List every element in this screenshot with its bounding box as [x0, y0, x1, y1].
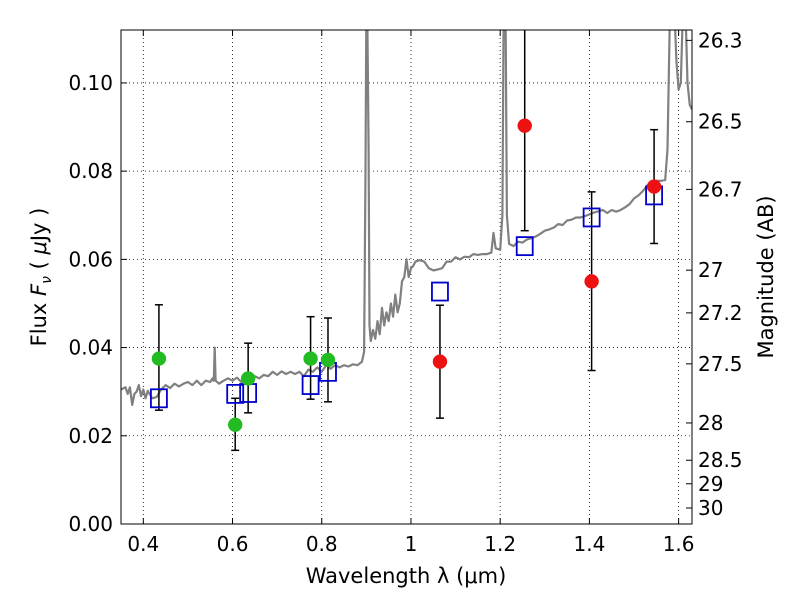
y-tick-label: 0.10 [68, 71, 113, 95]
model-photometry-square [226, 383, 245, 404]
x-tick-label: 0.8 [306, 532, 338, 556]
green-data-point [240, 371, 256, 386]
right-tick-label: 30 [698, 496, 723, 520]
y-axis-label: Flux Fν ( μJy ) [27, 208, 55, 347]
y-tick-label: 0.06 [68, 247, 113, 271]
y-axis-label-unit-symbol: μ [27, 241, 51, 255]
x-tick-label: 0.6 [217, 532, 249, 556]
right-tick-label: 28 [698, 411, 723, 435]
right-tick-label: 29 [698, 472, 723, 496]
right-tick-label: 26.7 [698, 177, 743, 201]
x-tick-label: 1.6 [663, 532, 695, 556]
right-tick-label: 26.5 [698, 110, 743, 134]
y-tick-label: 0.00 [68, 512, 113, 536]
model-photometry-square [301, 375, 320, 395]
y-tick-label: 0.02 [68, 424, 113, 448]
y-axis-label-symbol: F [27, 283, 51, 296]
right-tick-label: 27 [698, 258, 723, 282]
model-photometry-square [515, 236, 534, 257]
y-axis-label-unit-rest: Jy ) [27, 208, 51, 244]
right-tick-label: 26.3 [698, 28, 743, 52]
y-axis-label-prefix: Flux [27, 296, 51, 346]
x-tick-label: 1 [405, 532, 418, 556]
y-axis-label-open: ( [27, 255, 51, 277]
plot-frame [120, 29, 693, 525]
right-axis-label: Magnitude (AB) [754, 195, 778, 358]
green-data-point [303, 351, 318, 366]
green-data-point [320, 352, 336, 368]
axis-tick-labels: 0.4 0.6 0.8 1 1.2 1.4 1.6 0.00 0.02 0.04 0.06 0.08 0… [68, 28, 742, 556]
model-photometry-square [150, 388, 168, 409]
red-data-point [517, 118, 532, 133]
x-tick-label: 1.2 [484, 532, 516, 556]
green-data-point [151, 351, 167, 366]
circles-layer [151, 118, 662, 433]
red-data-point [584, 274, 599, 289]
axis-ticks [121, 30, 692, 525]
x-axis-label: Wavelength λ (μm) [306, 564, 507, 588]
model-spectrum-layer [121, 30, 692, 406]
red-data-point [432, 354, 448, 369]
plot-background [121, 30, 692, 524]
y-axis-label-subscript: ν [39, 276, 55, 284]
x-tick-label: 1.4 [573, 532, 605, 556]
y-tick-label: 0.04 [68, 336, 113, 360]
model-photometry-square [431, 281, 449, 302]
model-photometry-square [582, 207, 601, 228]
model-spectrum-line [121, 30, 692, 406]
right-tick-label: 28.5 [698, 448, 743, 472]
right-tick-label: 27.5 [698, 352, 743, 376]
x-tick-label: 0.4 [127, 532, 159, 556]
green-data-point [227, 417, 243, 433]
red-data-point [646, 179, 662, 194]
y-tick-label: 0.08 [68, 159, 113, 183]
right-tick-label: 27.2 [698, 301, 743, 325]
